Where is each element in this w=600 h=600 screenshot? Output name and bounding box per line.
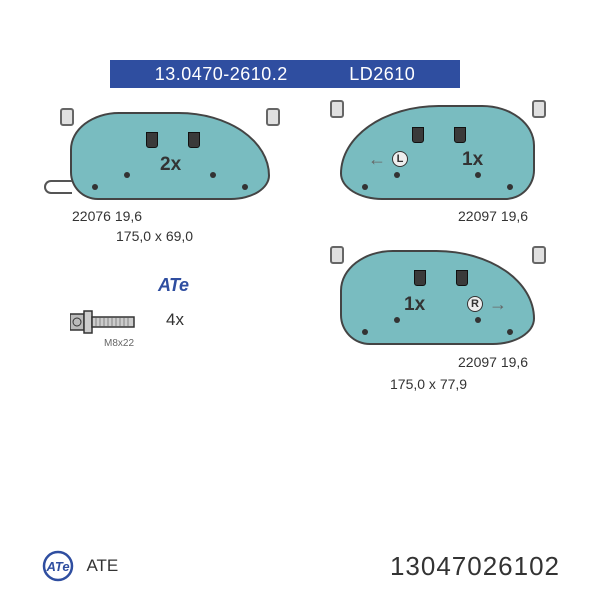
screw-icon: [70, 308, 150, 341]
footer-brand: ATe ATE: [40, 550, 118, 582]
ate-logo-icon: ATe: [40, 550, 76, 582]
brake-pad-left: 2x: [70, 112, 270, 200]
svg-text:ATe: ATe: [45, 559, 69, 574]
clip-icon: [60, 108, 74, 126]
arrow-right-icon: →: [489, 294, 507, 315]
pad-rb-dimensions: 175,0 x 77,9: [390, 376, 467, 392]
pad-rt-code: 22097 19,6: [458, 208, 528, 224]
brake-pad-right-bottom: 1x R →: [340, 250, 535, 345]
side-indicator-right: R: [467, 296, 483, 312]
pad-left-dimensions: 175,0 x 69,0: [116, 228, 193, 244]
header-bar: 13.0470-2610.2 LD2610: [110, 60, 460, 88]
clip-icon: [532, 100, 546, 118]
footer-brand-text: ATE: [86, 556, 118, 575]
header-code: LD2610: [349, 64, 415, 85]
sensor-wire-icon: [44, 180, 72, 194]
screw-qty: 4x: [166, 310, 184, 330]
brake-pad-right-top: ← L 1x: [340, 105, 535, 200]
header-part-number: 13.0470-2610.2: [155, 64, 288, 85]
pad-left-qty: 2x: [160, 154, 181, 176]
pad-rb-qty: 1x: [404, 294, 425, 316]
pad-left-code: 22076 19,6: [72, 208, 142, 224]
diagram-canvas: 13.0470-2610.2 LD2610 2x 22076 19,6 175,…: [40, 60, 560, 440]
ate-logo-center: ATe: [158, 275, 189, 296]
screw-spec: M8x22: [104, 338, 134, 349]
clip-icon: [330, 246, 344, 264]
footer-part-number: 13047026102: [390, 551, 560, 582]
pad-rb-code: 22097 19,6: [458, 354, 528, 370]
pad-rt-qty: 1x: [462, 149, 483, 171]
side-indicator-left: L: [392, 151, 408, 167]
clip-icon: [266, 108, 280, 126]
clip-icon: [330, 100, 344, 118]
clip-icon: [532, 246, 546, 264]
arrow-left-icon: ←: [368, 149, 386, 170]
